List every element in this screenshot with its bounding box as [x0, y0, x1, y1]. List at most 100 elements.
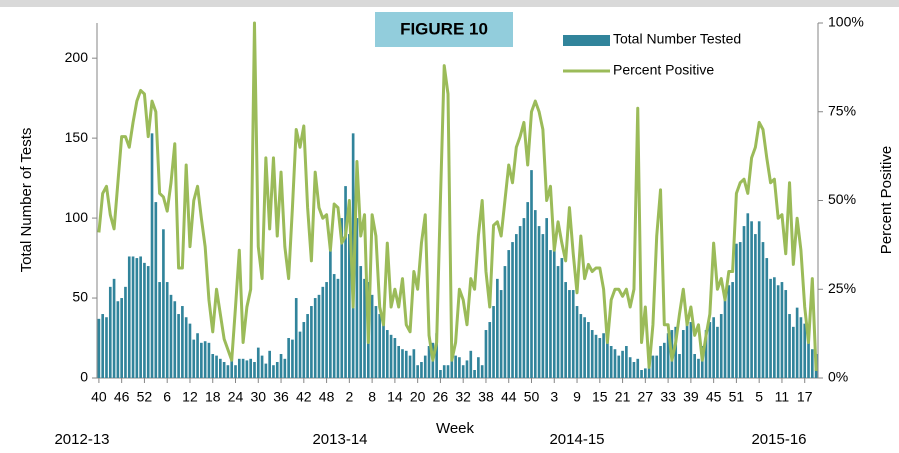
- bar: [719, 314, 723, 378]
- x-tick-label: 8: [368, 389, 376, 405]
- season-label: 2014-15: [549, 431, 604, 448]
- bar: [382, 317, 385, 378]
- bar: [674, 326, 678, 378]
- bar: [272, 365, 275, 378]
- bar: [609, 346, 613, 378]
- bar: [423, 355, 427, 378]
- bar: [773, 277, 776, 378]
- bar: [385, 330, 389, 378]
- x-tick-label: 21: [615, 389, 631, 405]
- bar: [492, 306, 495, 378]
- bar: [507, 250, 511, 378]
- bar: [738, 242, 742, 378]
- bar: [200, 342, 203, 378]
- bar: [177, 314, 180, 378]
- bar: [268, 350, 271, 378]
- x-tick-label: 40: [91, 389, 107, 405]
- bar: [439, 370, 442, 378]
- bar: [678, 354, 681, 378]
- bar: [716, 326, 719, 378]
- bar: [511, 242, 514, 378]
- bar: [628, 357, 632, 378]
- bar: [731, 282, 734, 378]
- y-tick-label: 0: [80, 369, 88, 385]
- x-tick-label: 2: [345, 389, 353, 405]
- bar: [533, 210, 537, 378]
- x-tick-label: 46: [114, 389, 130, 405]
- bar: [287, 338, 290, 378]
- bar: [598, 338, 602, 378]
- bar: [116, 301, 120, 378]
- bar: [393, 338, 397, 378]
- bar: [621, 350, 624, 378]
- bar: [712, 317, 715, 378]
- bar: [184, 317, 188, 378]
- bar: [727, 285, 731, 378]
- bar: [264, 363, 268, 378]
- x-tick-label: 11: [775, 389, 790, 405]
- season-label: 2012-13: [54, 431, 109, 448]
- x-tick-label: 12: [182, 389, 198, 405]
- bar: [154, 202, 158, 378]
- bar: [484, 330, 488, 378]
- bar: [291, 339, 294, 378]
- x-tick-label: 51: [729, 389, 745, 405]
- bar: [518, 226, 522, 378]
- x-tick-label: 39: [683, 389, 699, 405]
- bar: [579, 314, 583, 378]
- bar: [192, 339, 196, 378]
- bar: [537, 226, 541, 378]
- bar: [127, 256, 131, 378]
- bar: [571, 290, 575, 378]
- bar: [196, 333, 199, 378]
- bar: [697, 358, 700, 378]
- bar: [249, 358, 253, 378]
- bar: [321, 286, 325, 378]
- bar: [158, 282, 161, 378]
- bar: [378, 314, 382, 378]
- y2-axis-title: Percent Positive: [878, 146, 895, 254]
- bar: [761, 242, 765, 378]
- bar: [412, 349, 416, 378]
- bar: [666, 333, 670, 378]
- x-tick-label: 5: [755, 389, 763, 405]
- bar: [143, 262, 146, 378]
- bar: [792, 326, 795, 378]
- legend-label: Total Number Tested: [613, 31, 741, 47]
- bar: [655, 355, 659, 378]
- bar: [222, 362, 226, 378]
- bar: [283, 358, 287, 378]
- x-tick-label: 45: [706, 389, 722, 405]
- bar: [583, 317, 586, 378]
- bar: [594, 334, 598, 378]
- bar: [735, 243, 738, 378]
- bar: [302, 322, 306, 378]
- bar: [780, 282, 784, 378]
- bar: [552, 242, 556, 378]
- bar: [799, 317, 803, 378]
- bar: [689, 322, 693, 378]
- bar: [146, 266, 150, 378]
- bar: [613, 349, 617, 378]
- bar: [662, 342, 666, 378]
- bar: [488, 322, 492, 378]
- title-box: [375, 12, 513, 47]
- bar: [545, 218, 549, 378]
- bar: [659, 346, 662, 378]
- chart-title: FIGURE 10: [400, 19, 488, 38]
- bar: [215, 355, 218, 378]
- y2-tick-label: 0%: [828, 369, 848, 385]
- bar: [234, 365, 237, 378]
- bar: [647, 365, 651, 378]
- x-tick-label: 18: [205, 389, 221, 405]
- x-tick-label: 52: [137, 389, 153, 405]
- bar: [480, 365, 484, 378]
- bar: [568, 290, 571, 378]
- bar: [526, 202, 530, 378]
- bar: [253, 362, 256, 378]
- bar: [465, 360, 469, 378]
- x-tick-label: 36: [273, 389, 289, 405]
- bar: [131, 256, 135, 378]
- y-tick-label: 100: [65, 209, 89, 225]
- y-axis-title: Total Number of Tests: [18, 128, 35, 273]
